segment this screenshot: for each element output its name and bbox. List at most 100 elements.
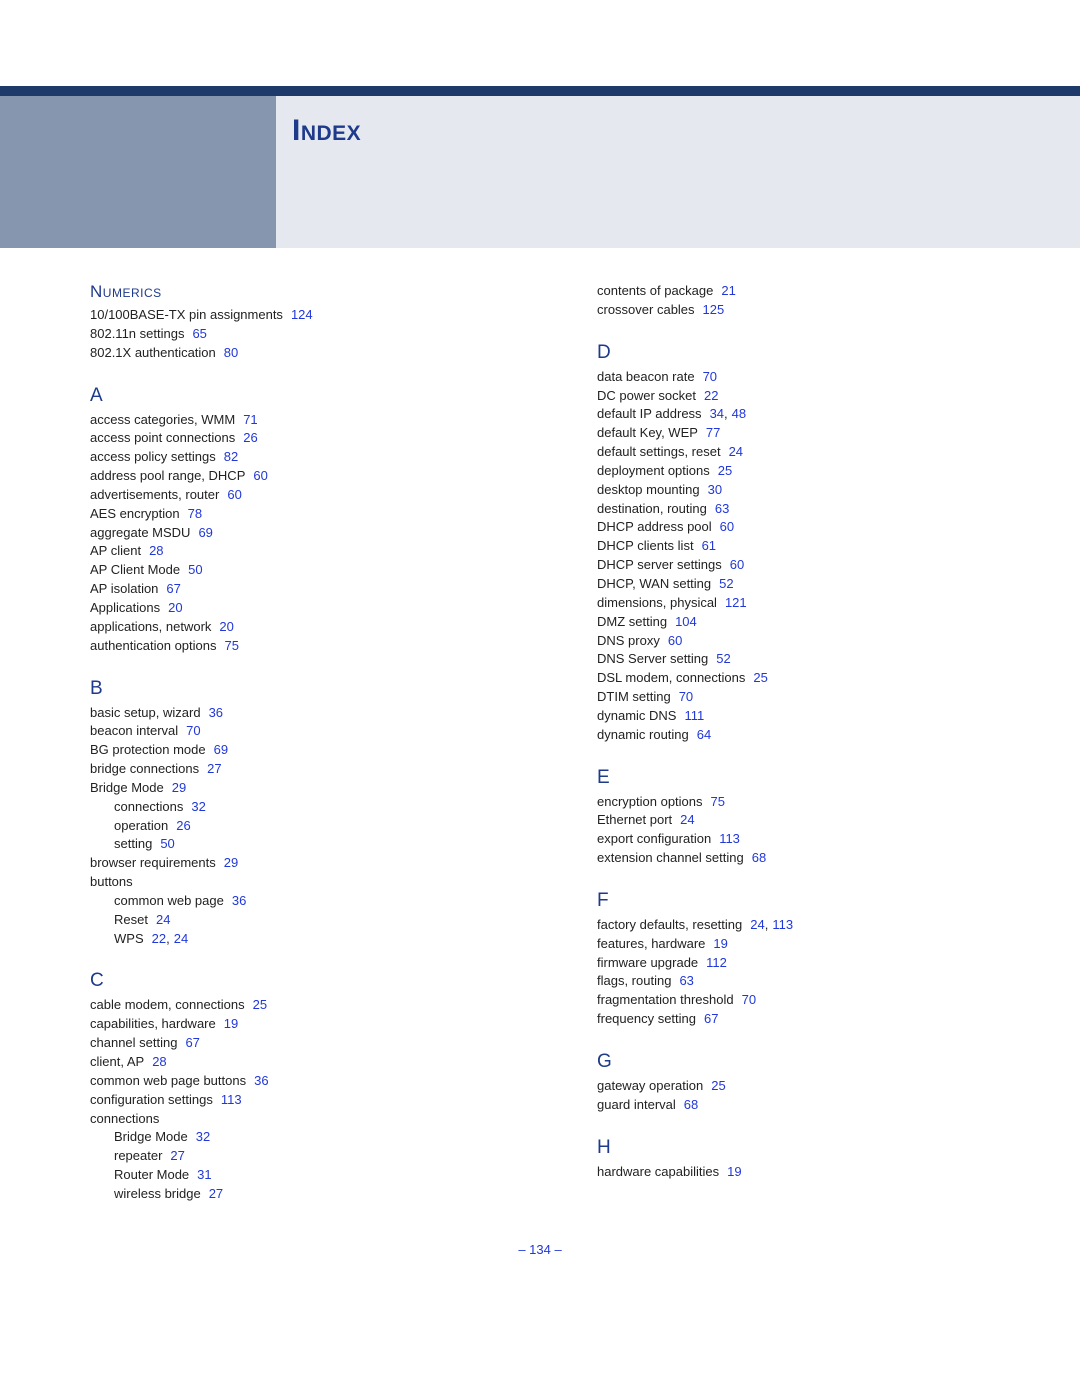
index-entry-text: DHCP address pool bbox=[597, 519, 712, 534]
index-page-link[interactable]: 68 bbox=[684, 1097, 698, 1112]
index-page-link[interactable]: 61 bbox=[702, 538, 716, 553]
index-page-link[interactable]: 67 bbox=[166, 581, 180, 596]
index-entry: access point connections26 bbox=[90, 429, 523, 448]
index-entry-text: Router Mode bbox=[114, 1167, 189, 1182]
index-entry: WPS22,24 bbox=[90, 930, 523, 949]
index-entry: Ethernet port24 bbox=[597, 811, 1030, 830]
index-page-link[interactable]: 24 bbox=[156, 912, 170, 927]
index-page-link[interactable]: 70 bbox=[703, 369, 717, 384]
index-page-link[interactable]: 27 bbox=[209, 1186, 223, 1201]
index-page-link[interactable]: 63 bbox=[715, 501, 729, 516]
index-page-link[interactable]: 82 bbox=[224, 449, 238, 464]
index-page-link[interactable]: 60 bbox=[720, 519, 734, 534]
index-page-link[interactable]: 25 bbox=[753, 670, 767, 685]
index-page-link[interactable]: 19 bbox=[727, 1164, 741, 1179]
index-page-link[interactable]: 29 bbox=[172, 780, 186, 795]
index-entry: guard interval68 bbox=[597, 1096, 1030, 1115]
index-page-link[interactable]: 29 bbox=[224, 855, 238, 870]
index-page-link[interactable]: 24 bbox=[680, 812, 694, 827]
index-page-link[interactable]: 20 bbox=[168, 600, 182, 615]
index-page-link[interactable]: 113 bbox=[719, 831, 740, 846]
index-entry-text: channel setting bbox=[90, 1035, 177, 1050]
index-page-link[interactable]: 124 bbox=[291, 307, 313, 322]
index-page-link[interactable]: 20 bbox=[219, 619, 233, 634]
index-page-link[interactable]: 19 bbox=[224, 1016, 238, 1031]
index-page-link[interactable]: 67 bbox=[704, 1011, 718, 1026]
index-page-link[interactable]: 60 bbox=[668, 633, 682, 648]
index-entry: advertisements, router60 bbox=[90, 486, 523, 505]
index-entry: features, hardware19 bbox=[597, 935, 1030, 954]
index-page-link[interactable]: 50 bbox=[188, 562, 202, 577]
index-page-link[interactable]: 22 bbox=[152, 931, 166, 946]
index-page-link[interactable]: 22 bbox=[704, 388, 718, 403]
index-page-link[interactable]: 64 bbox=[697, 727, 711, 742]
index-page-link[interactable]: 28 bbox=[149, 543, 163, 558]
index-page-link[interactable]: 52 bbox=[719, 576, 733, 591]
index-page-link[interactable]: 31 bbox=[197, 1167, 211, 1182]
index-entry-text: repeater bbox=[114, 1148, 162, 1163]
index-page-link[interactable]: 28 bbox=[152, 1054, 166, 1069]
index-page-link[interactable]: 24 bbox=[750, 917, 764, 932]
index-page-link[interactable]: 25 bbox=[718, 463, 732, 478]
index-page-link[interactable]: 111 bbox=[684, 708, 704, 723]
index-page-link[interactable]: 70 bbox=[186, 723, 200, 738]
index-page-link[interactable]: 24 bbox=[174, 931, 188, 946]
index-entry: data beacon rate70 bbox=[597, 368, 1030, 387]
index-page-link[interactable]: 63 bbox=[679, 973, 693, 988]
index-page-link[interactable]: 75 bbox=[224, 638, 238, 653]
index-entry: AP isolation67 bbox=[90, 580, 523, 599]
index-page-link[interactable]: 24 bbox=[729, 444, 743, 459]
index-page-link[interactable]: 27 bbox=[207, 761, 221, 776]
index-page-link[interactable]: 25 bbox=[711, 1078, 725, 1093]
index-page-link[interactable]: 25 bbox=[253, 997, 267, 1012]
index-column-right: contents of package21crossover cables125… bbox=[597, 282, 1030, 1204]
index-entry-text: beacon interval bbox=[90, 723, 178, 738]
index-entry-text: fragmentation threshold bbox=[597, 992, 734, 1007]
index-entry: basic setup, wizard36 bbox=[90, 704, 523, 723]
index-page-link[interactable]: 60 bbox=[227, 487, 241, 502]
index-page-link[interactable]: 60 bbox=[253, 468, 267, 483]
index-page-link[interactable]: 34 bbox=[710, 406, 724, 421]
page-header: Index bbox=[0, 0, 1080, 248]
index-page-link[interactable]: 52 bbox=[716, 651, 730, 666]
index-page-link[interactable]: 75 bbox=[711, 794, 725, 809]
index-page-link[interactable]: 125 bbox=[703, 302, 725, 317]
index-page-link[interactable]: 69 bbox=[198, 525, 212, 540]
index-page-link[interactable]: 70 bbox=[679, 689, 693, 704]
index-page-link[interactable]: 69 bbox=[214, 742, 228, 757]
index-page-link[interactable]: 26 bbox=[176, 818, 190, 833]
section-letter: H bbox=[597, 1137, 1030, 1159]
index-page-link[interactable]: 36 bbox=[254, 1073, 268, 1088]
index-page-link[interactable]: 71 bbox=[243, 412, 257, 427]
index-page-link[interactable]: 70 bbox=[742, 992, 756, 1007]
index-page-link[interactable]: 36 bbox=[209, 705, 223, 720]
index-page-link[interactable]: 80 bbox=[224, 345, 238, 360]
index-page-link[interactable]: 19 bbox=[713, 936, 727, 951]
index-page-link[interactable]: 67 bbox=[185, 1035, 199, 1050]
index-entry: DNS proxy60 bbox=[597, 632, 1030, 651]
index-page-link[interactable]: 78 bbox=[188, 506, 202, 521]
index-page-link[interactable]: 21 bbox=[721, 283, 735, 298]
index-page-link[interactable]: 36 bbox=[232, 893, 246, 908]
index-page-link[interactable]: 32 bbox=[191, 799, 205, 814]
index-content: Numerics10/100BASE-TX pin assignments124… bbox=[0, 248, 1080, 1224]
index-page-link[interactable]: 112 bbox=[706, 955, 727, 970]
index-page-link[interactable]: 27 bbox=[170, 1148, 184, 1163]
index-page-link[interactable]: 26 bbox=[243, 430, 257, 445]
index-page-link[interactable]: 65 bbox=[192, 326, 206, 341]
index-page-link[interactable]: 104 bbox=[675, 614, 697, 629]
index-page-link[interactable]: 77 bbox=[706, 425, 720, 440]
index-entry: default IP address34,48 bbox=[597, 405, 1030, 424]
index-entry-text: authentication options bbox=[90, 638, 216, 653]
index-page-link[interactable]: 113 bbox=[221, 1092, 242, 1107]
index-page-link[interactable]: 48 bbox=[732, 406, 746, 421]
index-page-link[interactable]: 32 bbox=[196, 1129, 210, 1144]
index-page-link[interactable]: 121 bbox=[725, 595, 747, 610]
index-page-link[interactable]: 68 bbox=[752, 850, 766, 865]
index-page-link[interactable]: 30 bbox=[708, 482, 722, 497]
index-page-link[interactable]: 113 bbox=[772, 917, 793, 932]
index-entry-text: frequency setting bbox=[597, 1011, 696, 1026]
index-entry: flags, routing63 bbox=[597, 972, 1030, 991]
index-page-link[interactable]: 50 bbox=[160, 836, 174, 851]
index-page-link[interactable]: 60 bbox=[730, 557, 744, 572]
